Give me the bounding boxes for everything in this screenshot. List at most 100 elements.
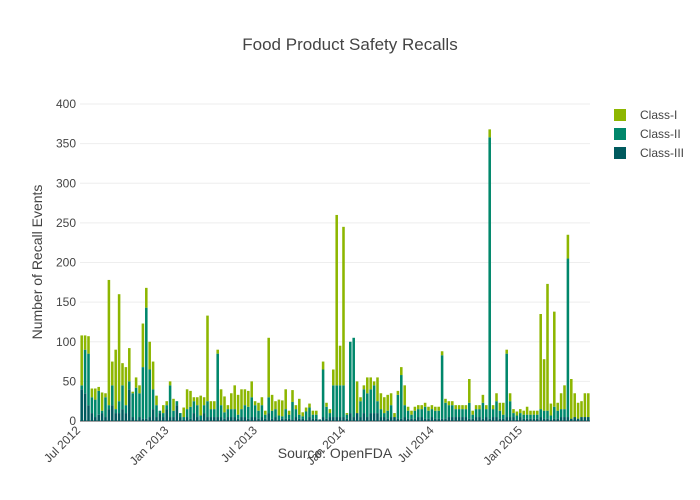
bar-class-ii[interactable] [158, 410, 162, 414]
bar-class-iii[interactable] [213, 417, 216, 421]
bar-class-ii[interactable] [117, 401, 121, 414]
bar-class-ii[interactable] [308, 407, 311, 418]
bar-class-ii[interactable] [83, 349, 87, 394]
bar-class-i[interactable] [107, 279, 111, 406]
bar-class-i[interactable] [372, 381, 376, 386]
bar-class-i[interactable] [444, 398, 447, 403]
bar-class-ii[interactable] [529, 414, 532, 419]
bar-class-i[interactable] [553, 311, 556, 407]
bar-class-ii[interactable] [298, 414, 301, 419]
bar-class-iii[interactable] [461, 417, 464, 421]
bar-class-ii[interactable] [410, 414, 413, 419]
bar-class-iii[interactable] [175, 405, 179, 421]
bar-class-iii[interactable] [556, 418, 559, 421]
bar-class-iii[interactable] [430, 417, 434, 421]
bar-class-iii[interactable] [196, 417, 199, 421]
bar-class-i[interactable] [128, 348, 131, 382]
bar-class-ii[interactable] [277, 415, 281, 420]
bar-class-ii[interactable] [508, 401, 512, 418]
bar-class-iii[interactable] [471, 418, 474, 421]
bar-class-iii[interactable] [355, 413, 359, 421]
bar-class-i[interactable] [90, 388, 94, 398]
bar-class-i[interactable] [583, 393, 587, 418]
bar-class-i[interactable] [379, 393, 383, 410]
bar-class-ii[interactable] [519, 413, 522, 418]
bar-class-iii[interactable] [576, 418, 580, 421]
bar-class-ii[interactable] [236, 414, 240, 419]
bar-class-iii[interactable] [423, 418, 427, 421]
bar-class-iii[interactable] [437, 418, 440, 421]
bar-class-i[interactable] [94, 388, 97, 400]
bar-class-i[interactable] [451, 401, 454, 406]
bar-class-i[interactable] [563, 385, 566, 410]
bar-class-i[interactable] [294, 405, 298, 410]
bar-class-iii[interactable] [379, 417, 383, 421]
bar-class-ii[interactable] [461, 409, 464, 418]
bar-class-ii[interactable] [434, 410, 437, 419]
bar-class-i[interactable] [362, 385, 366, 390]
bar-class-iii[interactable] [270, 418, 274, 421]
bar-class-ii[interactable] [111, 385, 114, 406]
bar-class-iii[interactable] [162, 417, 165, 421]
bar-class-iii[interactable] [352, 417, 355, 421]
bar-class-ii[interactable] [247, 406, 250, 419]
bar-class-i[interactable] [400, 367, 403, 376]
bar-class-ii[interactable] [495, 401, 498, 418]
bar-class-iii[interactable] [485, 417, 488, 421]
bar-class-ii[interactable] [294, 409, 298, 418]
bar-class-iii[interactable] [566, 417, 570, 421]
bar-class-i[interactable] [481, 394, 485, 403]
bar-class-iii[interactable] [321, 417, 325, 421]
bar-class-i[interactable] [114, 349, 117, 410]
bar-class-i[interactable] [576, 402, 580, 419]
bar-class-ii[interactable] [413, 410, 417, 419]
bar-class-i[interactable] [124, 367, 128, 406]
bar-class-iii[interactable] [107, 409, 111, 421]
bar-class-i[interactable] [498, 402, 502, 411]
bar-class-ii[interactable] [546, 410, 549, 419]
bar-class-i[interactable] [376, 377, 379, 402]
bar-class-i[interactable] [410, 410, 413, 415]
bar-class-i[interactable] [199, 395, 202, 416]
bar-class-i[interactable] [471, 410, 474, 415]
bar-class-iii[interactable] [287, 418, 291, 421]
legend-item-class-i[interactable]: Class-I [614, 108, 677, 122]
bar-class-iii[interactable] [236, 418, 240, 421]
bar-class-iii[interactable] [117, 413, 121, 421]
bar-class-i[interactable] [355, 381, 359, 414]
bar-class-ii[interactable] [223, 412, 226, 419]
bar-class-ii[interactable] [376, 401, 379, 414]
bar-class-iii[interactable] [124, 413, 128, 421]
bar-class-iii[interactable] [386, 418, 389, 421]
bar-class-ii[interactable] [267, 397, 270, 414]
bar-class-iii[interactable] [128, 389, 131, 421]
bar-class-iii[interactable] [536, 418, 539, 421]
bar-class-iii[interactable] [563, 417, 566, 421]
bar-class-ii[interactable] [437, 410, 440, 419]
bar-class-iii[interactable] [114, 413, 117, 421]
bar-class-ii[interactable] [427, 410, 430, 419]
bar-class-i[interactable] [121, 363, 124, 386]
bar-class-ii[interactable] [253, 405, 257, 418]
bar-class-i[interactable] [267, 337, 270, 398]
bar-class-iii[interactable] [294, 417, 298, 421]
bar-class-iii[interactable] [111, 405, 114, 421]
bar-class-ii[interactable] [216, 353, 219, 418]
bar-class-iii[interactable] [104, 417, 107, 421]
bar-class-ii[interactable] [301, 416, 304, 419]
bar-class-iii[interactable] [185, 417, 189, 421]
bar-class-ii[interactable] [328, 413, 332, 418]
bar-class-i[interactable] [226, 405, 230, 410]
bar-class-i[interactable] [202, 397, 206, 406]
bar-class-iii[interactable] [151, 409, 155, 421]
bar-class-i[interactable] [437, 406, 440, 411]
bar-class-ii[interactable] [539, 409, 542, 418]
bar-class-iii[interactable] [233, 417, 236, 421]
bar-class-iii[interactable] [100, 413, 104, 421]
bar-class-i[interactable] [366, 377, 369, 394]
legend[interactable]: Class-I Class-II Class-III [614, 108, 684, 160]
bar-class-i[interactable] [315, 410, 318, 415]
bar-class-ii[interactable] [226, 409, 230, 418]
bar-class-i[interactable] [457, 405, 461, 410]
bar-class-ii[interactable] [491, 409, 495, 418]
